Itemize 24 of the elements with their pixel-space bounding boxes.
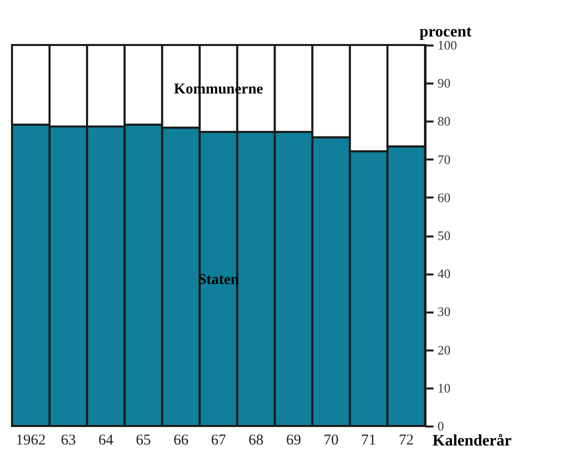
x-tick-label: 70 <box>324 432 339 448</box>
y-tick-label: 0 <box>438 418 444 434</box>
y-axis-title: procent <box>419 24 472 40</box>
x-axis-title: Kalenderår <box>432 432 512 450</box>
x-tick-label: 71 <box>361 432 376 448</box>
y-tick-label: 50 <box>438 228 450 243</box>
y-tick-label: 20 <box>438 342 450 358</box>
y-tick-label: 40 <box>438 266 450 282</box>
x-tick-label: 68 <box>248 432 264 448</box>
x-tick-label: 63 <box>60 432 76 448</box>
x-tick-label: 67 <box>211 432 226 448</box>
y-tick-label: 30 <box>438 304 450 320</box>
y-tick-label: 90 <box>438 76 450 91</box>
y-tick-label: 60 <box>438 190 450 205</box>
x-tick-label: 66 <box>173 432 189 448</box>
x-tick-label: 1962 <box>16 432 46 448</box>
y-tick-label: 80 <box>438 114 450 129</box>
x-tick-label: 65 <box>136 432 151 448</box>
y-tick-label: 70 <box>438 152 450 167</box>
y-tick-label: 10 <box>438 380 450 396</box>
x-tick-label: 64 <box>98 432 114 448</box>
x-tick-label: 72 <box>398 432 414 448</box>
y-tick-label: 100 <box>438 38 457 52</box>
x-tick-label: 69 <box>286 432 302 448</box>
